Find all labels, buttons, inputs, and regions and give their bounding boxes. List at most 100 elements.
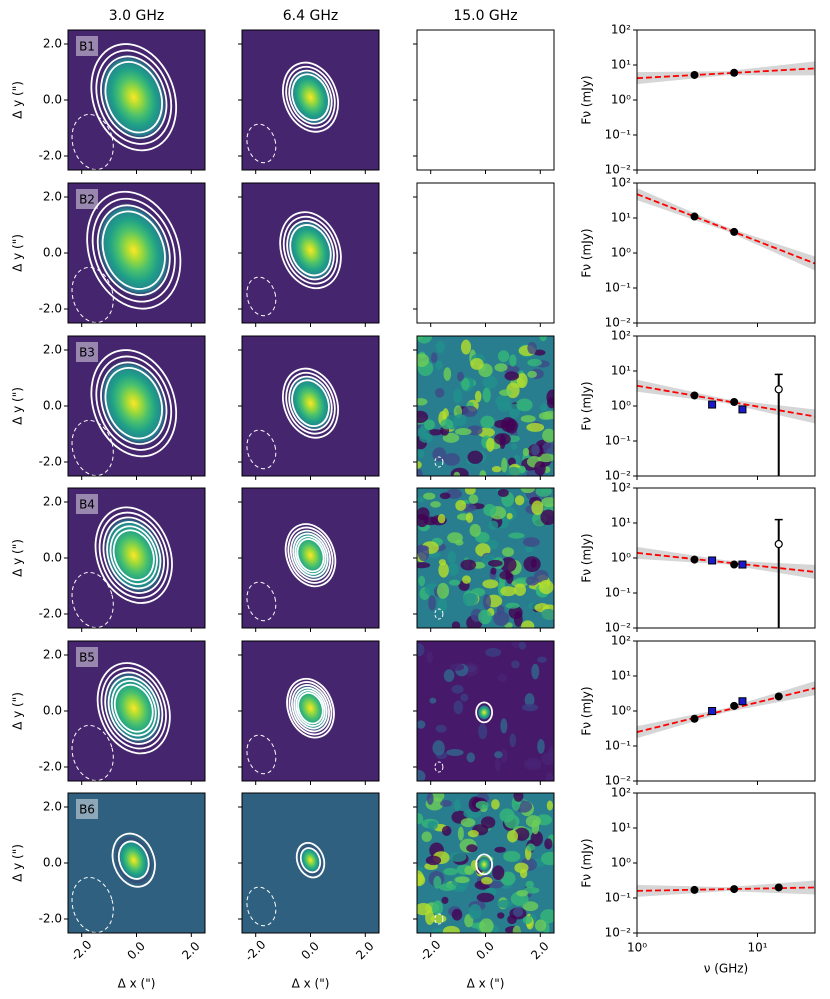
chart-frame: [636, 792, 816, 934]
noise-blob: [497, 350, 510, 363]
noise-blob: [417, 468, 423, 476]
contour: [475, 701, 494, 724]
noise-blob: [453, 471, 461, 476]
contour: [90, 43, 178, 152]
y-tick-label: 10¹: [611, 211, 631, 225]
source: [477, 856, 492, 873]
beam: [71, 876, 114, 933]
y-tick-label: 10⁻²: [605, 621, 632, 635]
y-tick-label: 10⁻²: [605, 469, 632, 483]
contour: [98, 511, 169, 599]
noise-blob: [485, 647, 502, 657]
contour: [284, 523, 337, 588]
noise-blob: [441, 825, 452, 836]
noise-blob: [443, 453, 460, 466]
y-tick-label: -2.0: [39, 149, 62, 163]
data-point: [708, 707, 717, 715]
label-box: [76, 342, 98, 362]
label-box: [76, 494, 98, 514]
y-axis-label: Δ y ("): [11, 81, 25, 119]
map-image: [68, 336, 205, 476]
noise-blob: [526, 843, 535, 852]
noise-blob: [539, 336, 547, 342]
y-tick-label: 10⁰: [611, 399, 631, 413]
noise-blob: [447, 550, 457, 565]
noise-blob: [527, 370, 537, 378]
fit-line: [637, 687, 815, 733]
map-image: [242, 336, 379, 476]
x-axis-label: ν (GHz): [704, 962, 749, 976]
map-image: [242, 641, 379, 781]
noise-blob: [448, 579, 461, 586]
noise-blob: [494, 419, 510, 429]
noise-blob: [428, 595, 436, 611]
y-tick-label: 0.0: [43, 246, 62, 260]
contour: [295, 842, 326, 879]
data-point: [690, 391, 699, 400]
noise-blob: [417, 545, 429, 552]
y-tick-label: -2.0: [39, 607, 62, 621]
contour: [90, 349, 178, 458]
y-tick-label: 10⁻¹: [605, 128, 632, 142]
panel-frame: [416, 29, 555, 171]
map-panel: [413, 640, 555, 785]
noise-blob: [457, 826, 464, 841]
noise-blob: [488, 880, 504, 889]
y-tick-label: 10⁰: [611, 246, 631, 260]
contour: [286, 677, 335, 739]
contour: [101, 210, 166, 290]
map-panel: [413, 335, 555, 480]
source-label: B1: [79, 40, 95, 54]
fit-line: [637, 67, 815, 80]
map-image: [242, 793, 379, 933]
noise-blob: [417, 398, 428, 406]
noise-blob: [467, 450, 483, 464]
x-tick-label: 2.0: [528, 939, 551, 962]
plot-area: [637, 681, 815, 739]
y-tick-label: 10¹: [611, 669, 631, 683]
y-tick-label: 10¹: [611, 58, 631, 72]
fit-line: [637, 193, 815, 265]
contour: [296, 538, 325, 573]
noise-blob: [500, 557, 517, 573]
map-image: [242, 183, 379, 323]
map-panel: B1 -2.0 0.0 2.0 Δ y ("): [11, 29, 206, 174]
noise-blob: [522, 901, 539, 912]
data-point: [690, 714, 699, 723]
y-tick-label: 10²: [611, 481, 631, 495]
y-tick-label: -2.0: [39, 760, 62, 774]
noise-blob: [509, 354, 517, 367]
noise-blob: [522, 537, 540, 547]
noise-blob: [440, 800, 453, 807]
noise-blob: [453, 799, 461, 812]
noise-blob: [424, 419, 435, 431]
contour: [100, 55, 168, 139]
noise-blob: [434, 387, 445, 398]
noise-blob: [547, 397, 554, 409]
contour: [104, 61, 163, 134]
noise-blob: [481, 876, 493, 885]
beam: [246, 429, 277, 470]
y-tick-label: 0.0: [43, 856, 62, 870]
fit-band: [637, 880, 815, 897]
x-tick-label: 10⁰: [627, 941, 647, 955]
x-tick-label: -2.0: [68, 937, 94, 963]
contour: [291, 684, 330, 733]
noise-blob: [417, 353, 430, 367]
y-tick-label: 10⁻¹: [605, 891, 632, 905]
noise-blob: [437, 597, 448, 614]
noise-blob: [491, 799, 500, 810]
x-tick-label: 0.0: [124, 939, 147, 962]
x-axis-label: Δ x ("): [292, 977, 330, 991]
noise-blob: [546, 800, 554, 811]
data-point: [730, 885, 739, 894]
contour: [297, 692, 324, 725]
noise-blob: [417, 720, 426, 729]
sed-chart: 10⁻² 10⁻¹ 10⁰ 10¹ 10² Fν (mJy): [580, 634, 816, 788]
y-axis-label: Fν (mJy): [580, 533, 594, 582]
map-image: [417, 336, 554, 476]
map-panel: [238, 182, 380, 327]
contour: [104, 671, 164, 745]
noise-blob: [544, 838, 553, 850]
map-panel: [238, 29, 380, 174]
